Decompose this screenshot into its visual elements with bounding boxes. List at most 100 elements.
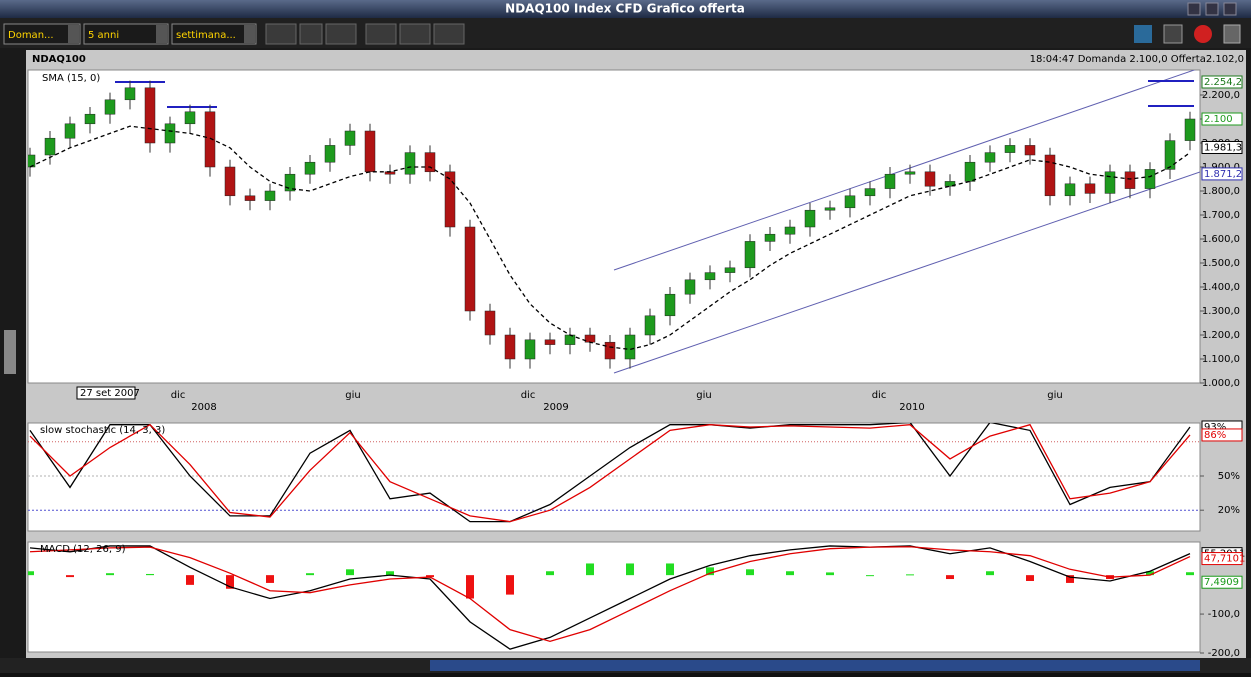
- price-tag: 2.254,2: [1204, 77, 1242, 88]
- indicator-title: slow stochastic (14, 3, 3): [40, 425, 165, 436]
- y-tick-label: -200,0: [1208, 648, 1240, 659]
- histogram-bar: [746, 569, 754, 576]
- channel-line: [613, 171, 1200, 374]
- candle-body: [104, 99, 116, 115]
- histogram-bar: [426, 575, 434, 578]
- scroll-thumb[interactable]: [430, 660, 1200, 671]
- histogram-bar: [66, 575, 74, 578]
- candle-body: [404, 152, 416, 175]
- candle-body: [684, 279, 696, 295]
- price-tag: 1.871,2: [1204, 169, 1242, 180]
- candle-body: [744, 241, 756, 269]
- last-value-tag: 93%: [1204, 422, 1226, 433]
- price-tag-box: [1201, 140, 1243, 154]
- candle-body: [424, 152, 436, 173]
- candle-body: [1004, 145, 1016, 153]
- field-box[interactable]: [3, 23, 81, 45]
- candle-body: [584, 334, 596, 343]
- year-label: 2008: [191, 402, 216, 413]
- minimize-button[interactable]: [1187, 2, 1201, 16]
- y-tick-label: 1.100,0: [1202, 354, 1240, 365]
- candle-body: [444, 171, 456, 228]
- y-tick-label: -100,0: [1208, 609, 1240, 620]
- side-tab[interactable]: [4, 330, 16, 374]
- field-arrow[interactable]: [68, 25, 79, 43]
- field-arrow[interactable]: [244, 25, 255, 43]
- candle-body: [624, 334, 636, 360]
- candle-body: [1184, 118, 1196, 141]
- histogram-bar: [186, 575, 194, 585]
- candle-body: [644, 315, 656, 336]
- last-value-tag-box: [1201, 575, 1243, 589]
- indicator-title: SMA (15, 0): [42, 73, 100, 84]
- histogram-bar: [626, 563, 634, 576]
- start-date: 27 set 2007: [80, 388, 140, 399]
- chart-type-button[interactable]: [399, 23, 431, 45]
- histogram-bar: [986, 571, 994, 576]
- histogram-bar: [226, 575, 234, 589]
- macd-line: [29, 545, 1191, 650]
- histogram-bar: [786, 571, 794, 576]
- candle-body: [484, 310, 496, 336]
- close-button[interactable]: [1223, 2, 1237, 16]
- quote: 18:04:47 Domanda 2.100,0 Offerta2.102,0: [1030, 54, 1244, 65]
- histogram-bar: [346, 569, 354, 576]
- candle-body: [824, 207, 836, 211]
- last-value-tag: 7,4909: [1204, 577, 1239, 588]
- channel-line: [613, 70, 1196, 271]
- candle-body: [544, 339, 556, 345]
- candle-body: [1104, 171, 1116, 194]
- price-tag-box: [1201, 167, 1243, 181]
- candle-body: [244, 195, 256, 201]
- histogram-bar: [28, 571, 34, 576]
- candle-body: [924, 171, 936, 187]
- tools-button[interactable]: [325, 23, 357, 45]
- print-button[interactable]: [365, 23, 397, 45]
- candle-body: [1084, 183, 1096, 194]
- draw-tool-button[interactable]: [265, 23, 297, 45]
- candle-body: [1064, 183, 1076, 197]
- histogram-bar: [466, 575, 474, 599]
- stochastic-plot: [27, 422, 1201, 532]
- histogram-bar: [826, 572, 834, 576]
- candle-body: [904, 171, 916, 175]
- indicator-button[interactable]: [1163, 24, 1183, 44]
- candle-body: [1124, 171, 1136, 189]
- grid-button[interactable]: [433, 23, 465, 45]
- last-value-tag-box: [1201, 552, 1243, 566]
- candle-body: [1144, 169, 1156, 189]
- pin-button[interactable]: [299, 23, 323, 45]
- layout-button[interactable]: [1134, 25, 1152, 43]
- histogram-bar: [386, 571, 394, 576]
- candle-body: [124, 87, 136, 101]
- symbol: NDAQ100: [32, 54, 86, 65]
- window-controls[interactable]: [1187, 2, 1237, 16]
- candle-body: [564, 334, 576, 345]
- price-tag-box: [1201, 75, 1243, 89]
- field-box[interactable]: [171, 23, 257, 45]
- candle-body: [704, 272, 716, 281]
- field-arrow[interactable]: [156, 25, 167, 43]
- x-tick-label: dic: [872, 390, 887, 401]
- last-value-tag-box: [1201, 428, 1243, 442]
- y-tick-label: 1.400,0: [1202, 282, 1240, 293]
- y-tick-label: 20%: [1218, 505, 1240, 516]
- alert-button[interactable]: [1194, 25, 1212, 43]
- candle-body: [184, 111, 196, 125]
- candle-body: [724, 267, 736, 273]
- maximize-button[interactable]: [1205, 2, 1219, 16]
- notes-button[interactable]: [1223, 24, 1241, 44]
- field-box[interactable]: [83, 23, 169, 45]
- candle-body: [304, 161, 316, 175]
- y-tick-label: 1.600,0: [1202, 234, 1240, 245]
- candle-body: [604, 341, 616, 360]
- toolbar-icons: [265, 23, 1241, 45]
- histogram-bar: [1146, 571, 1154, 576]
- candle-body: [364, 130, 376, 173]
- candle-body: [344, 130, 356, 146]
- candle-body: [144, 87, 156, 144]
- histogram-bar: [106, 573, 114, 576]
- histogram-bar: [1026, 575, 1034, 581]
- main-plot: [27, 69, 1201, 384]
- x-tick-label: dic: [521, 390, 536, 401]
